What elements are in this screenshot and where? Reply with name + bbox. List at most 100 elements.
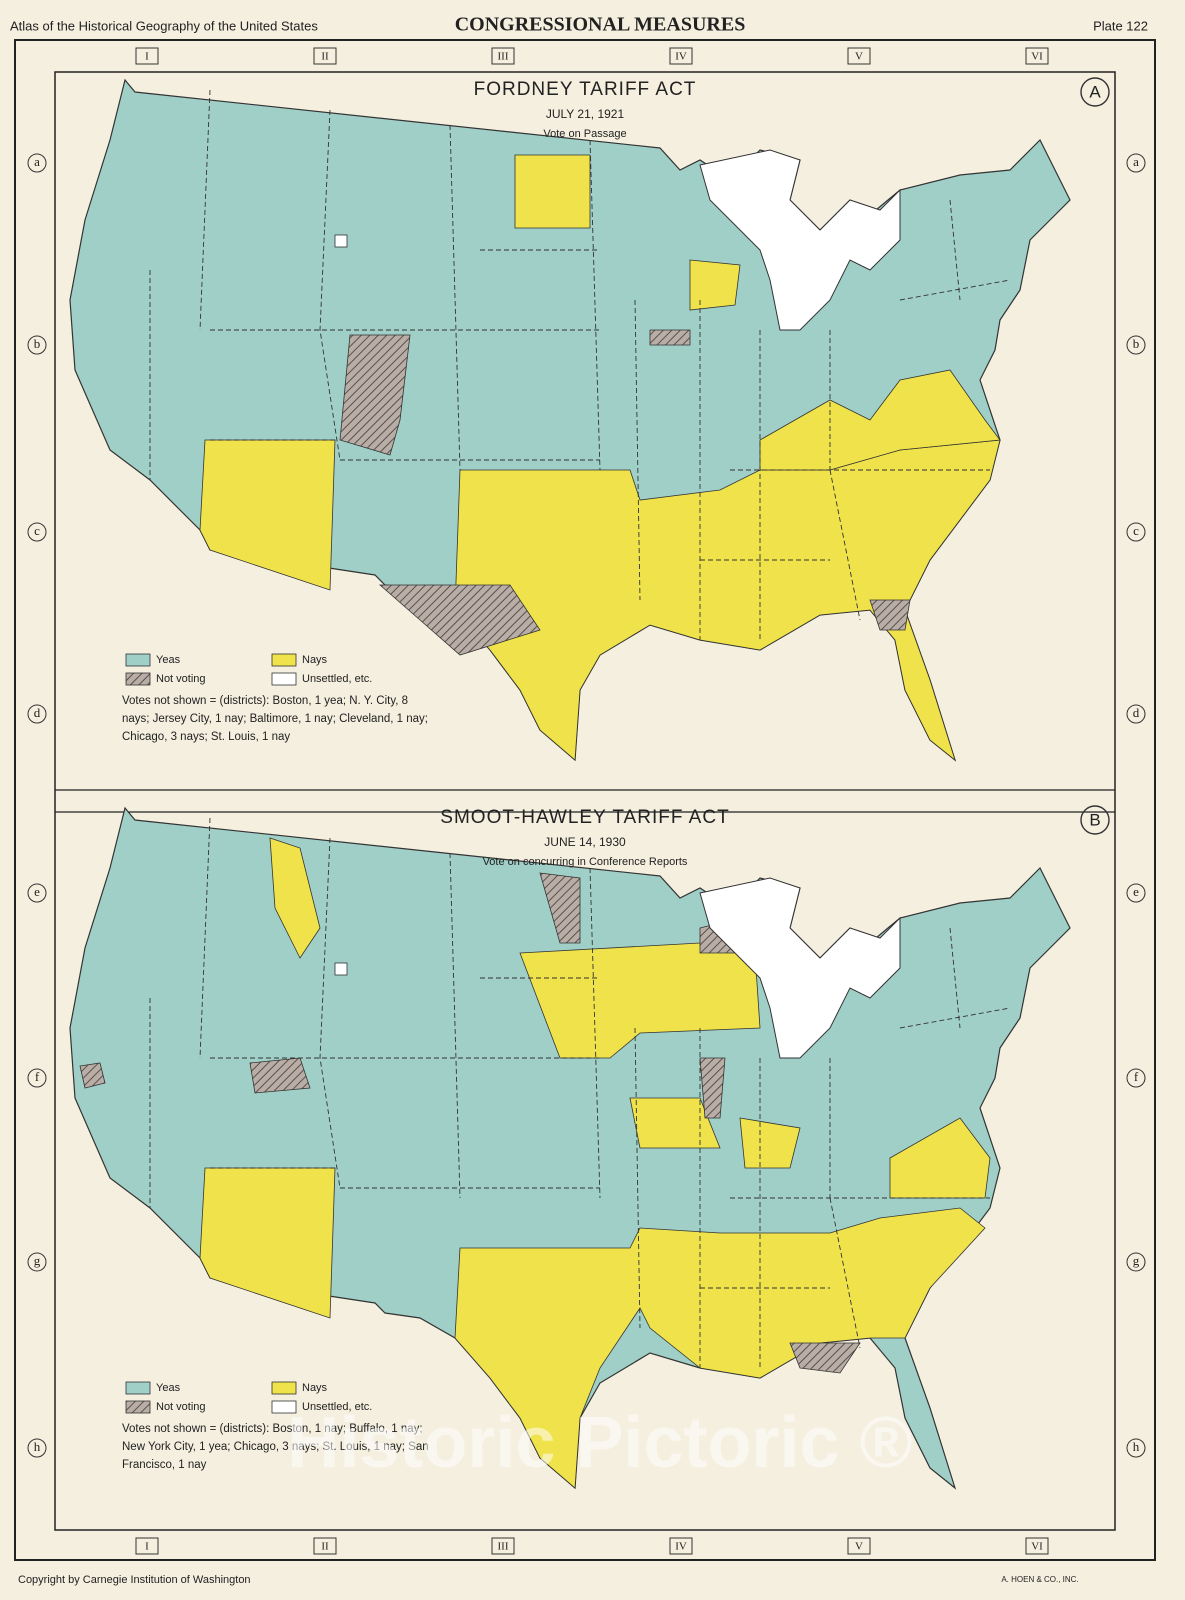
column-label: III	[498, 51, 509, 63]
row-label: g	[34, 1253, 41, 1268]
map-letter: B	[1089, 810, 1100, 829]
map-date: JUNE 14, 1930	[544, 835, 626, 849]
row-label: d	[1133, 705, 1140, 720]
nay-region	[454, 1207, 986, 1489]
legend-note: Votes not shown = (districts): Boston, 1…	[122, 1423, 429, 1471]
row-label: f	[35, 1069, 40, 1084]
legend-label: Unsettled, etc.	[302, 1401, 372, 1413]
column-box	[313, 47, 337, 65]
legend-swatch	[271, 672, 297, 686]
printer: A. HOEN & CO., INC.	[1001, 1575, 1078, 1584]
column-box	[669, 47, 693, 65]
column-label: II	[321, 51, 329, 63]
map-letter-circle	[1080, 805, 1110, 835]
column-box	[1025, 47, 1049, 65]
row-circle	[27, 883, 47, 903]
nay-region	[514, 154, 591, 229]
column-box	[491, 47, 515, 65]
row-label: h	[1133, 1439, 1140, 1454]
column-box	[847, 1537, 871, 1555]
legend-label: Nays	[302, 1382, 328, 1394]
not-voting-region	[649, 329, 691, 346]
legend-label: Not voting	[156, 673, 206, 685]
row-label: b	[34, 336, 41, 351]
row-label: h	[34, 1439, 41, 1454]
legend-label: Not voting	[156, 1401, 206, 1413]
row-circle	[27, 1252, 47, 1272]
legend-note: Votes not shown = (districts): Boston, 1…	[122, 695, 428, 743]
column-label: V	[855, 51, 863, 63]
not-voting-region	[79, 1062, 106, 1089]
map-b: SMOOT-HAWLEY TARIFF ACT JUNE 14, 1930 Vote…	[69, 805, 1110, 1489]
column-label: V	[855, 1541, 863, 1553]
column-box	[669, 1537, 693, 1555]
row-label: a	[1133, 154, 1139, 169]
row-circle	[1126, 1068, 1146, 1088]
row-circle	[27, 335, 47, 355]
row-label: e	[1133, 884, 1139, 899]
nay-region	[199, 1167, 336, 1319]
map-area	[69, 807, 1071, 1489]
column-label: II	[321, 1541, 329, 1553]
column-label: I	[145, 1541, 149, 1553]
row-label: g	[1133, 1253, 1140, 1268]
map-a: FORDNEY TARIFF ACT JULY 21, 1921 Vote on P…	[69, 77, 1110, 762]
row-circle	[1126, 1438, 1146, 1458]
not-voting-region	[539, 872, 581, 944]
atlas-title: Atlas of the Historical Geography of the…	[10, 18, 318, 33]
nay-region	[454, 439, 1001, 762]
map-letter-circle	[1080, 77, 1110, 107]
row-label: c	[1133, 523, 1139, 538]
legend-label: Yeas	[156, 1382, 181, 1394]
row-circle	[1126, 522, 1146, 542]
row-circle	[27, 153, 47, 173]
row-circle	[1126, 1252, 1146, 1272]
row-circle	[27, 1438, 47, 1458]
row-circle	[27, 522, 47, 542]
unsettled-region	[334, 962, 348, 976]
column-label: VI	[1031, 51, 1043, 63]
legend-label: Nays	[302, 654, 328, 666]
row-circle	[1126, 883, 1146, 903]
nay-region	[629, 1097, 721, 1149]
map-date: JULY 21, 1921	[546, 107, 625, 121]
nay-region	[199, 439, 336, 591]
legend-swatch	[125, 1381, 151, 1395]
legend-label: Yeas	[156, 654, 181, 666]
not-voting-region	[869, 599, 911, 631]
map-title: SMOOT-HAWLEY TARIFF ACT	[440, 807, 729, 828]
row-circle	[1126, 704, 1146, 724]
watermark: Historic Pictoric ®	[287, 1403, 912, 1483]
not-voting-region	[699, 1057, 726, 1119]
column-label: IV	[675, 1541, 687, 1553]
nay-region	[689, 259, 741, 311]
map-letter: A	[1089, 82, 1101, 101]
nay-region	[269, 837, 321, 959]
map-subtitle: Vote on concurring in Conference Reports	[483, 856, 688, 868]
not-voting-region	[339, 334, 411, 456]
column-box	[135, 1537, 159, 1555]
map-area	[69, 79, 1071, 762]
not-voting-region	[789, 1342, 861, 1374]
nay-region	[889, 1117, 991, 1199]
row-label: d	[34, 705, 41, 720]
nay-region	[739, 1117, 801, 1169]
map-subtitle: Vote on Passage	[543, 128, 626, 140]
plate-number: Plate 122	[1093, 18, 1148, 33]
row-circle	[27, 704, 47, 724]
column-box	[313, 1537, 337, 1555]
legend-label: Unsettled, etc.	[302, 673, 372, 685]
row-circle	[1126, 153, 1146, 173]
row-label: e	[34, 884, 40, 899]
row-label: c	[34, 523, 40, 538]
not-voting-region	[378, 584, 541, 656]
inner-frame	[54, 71, 1116, 1531]
column-box	[135, 47, 159, 65]
column-box	[491, 1537, 515, 1555]
column-label: IV	[675, 51, 687, 63]
column-label: VI	[1031, 1541, 1043, 1553]
column-label: I	[145, 51, 149, 63]
legend-swatch	[125, 672, 151, 686]
